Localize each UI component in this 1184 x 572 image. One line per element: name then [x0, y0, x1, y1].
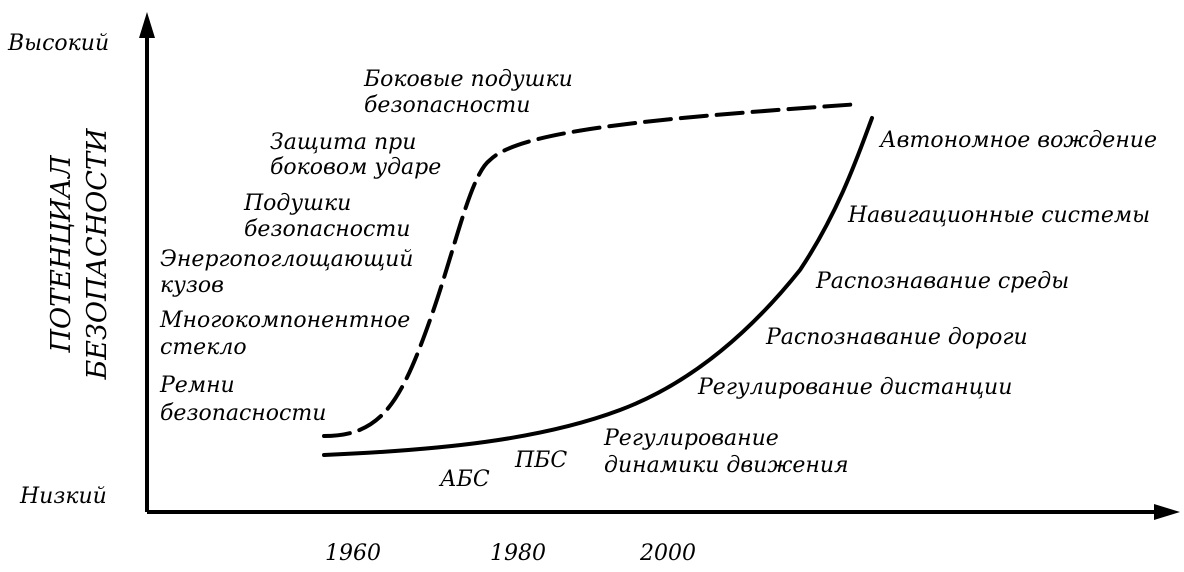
x-ticks: 1960 1980 2000 [325, 541, 696, 566]
annotation-side-impact-protection: Защита при боковом ударе [270, 130, 441, 180]
y-level-high: Высокий [7, 31, 109, 56]
x-tick-label: 1980 [490, 541, 546, 566]
active-safety-curve [322, 116, 874, 457]
annotation-airbags: Подушки безопасности [243, 191, 410, 242]
annotation-stability-control: Регулирование динамики движения [603, 426, 849, 478]
y-axis-title: ПОТЕНЦИАЛ БЕЗОПАСНОСТИ [46, 128, 113, 381]
passive-safety-curve [322, 102, 862, 438]
annotation-seat-belts: Ремни безопасности [159, 373, 326, 426]
y-level-low: Низкий [19, 484, 107, 509]
annotation-navigation-systems: Навигационные системы [847, 203, 1150, 228]
annotation-abs: АБС [438, 467, 490, 492]
y-axis-arrow [139, 12, 155, 38]
active-annotations: АБС ПБС Регулирование динамики движения … [438, 128, 1157, 492]
annotation-road-recognition: Распознавание дороги [765, 325, 1028, 350]
annotation-distance-control: Регулирование дистанции [697, 375, 1012, 400]
x-axis-arrow [1154, 504, 1180, 520]
annotation-environment-recognition: Распознавание среды [815, 269, 1069, 294]
annotation-energy-absorbing-body: Энергопоглощающий кузов [160, 247, 420, 298]
annotation-pbs: ПБС [514, 448, 567, 473]
passive-annotations: Ремни безопасности Многокомпонентное сте… [159, 67, 580, 426]
annotation-autonomous-driving: Автономное вождение [878, 128, 1157, 153]
x-tick-label: 1960 [325, 541, 381, 566]
annotation-side-airbags: Боковые подушки безопасности [363, 67, 580, 118]
axes [139, 12, 1180, 520]
annotation-laminated-glass: Многокомпонентное стекло [159, 308, 417, 360]
x-tick-label: 2000 [639, 541, 696, 566]
y-axis-title-line-2: БЕЗОПАСНОСТИ [82, 128, 113, 381]
y-axis-title-line-1: ПОТЕНЦИАЛ [46, 154, 77, 353]
